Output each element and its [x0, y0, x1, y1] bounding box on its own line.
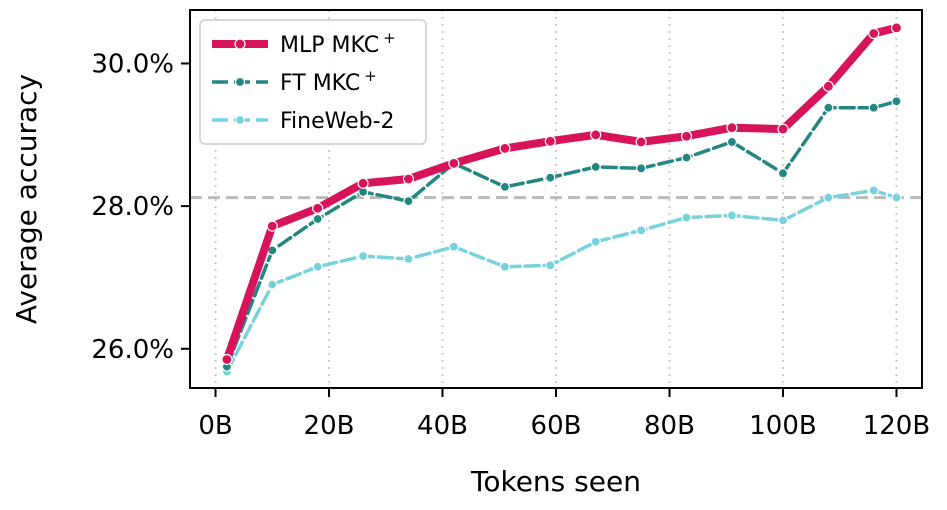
series-layer — [221, 22, 903, 377]
y-tick-label: 30.0% — [91, 49, 174, 79]
y-axis-title: Average accuracy — [10, 74, 43, 324]
data-point — [357, 177, 369, 189]
y-axis: 26.0% 28.0% 30.0% — [91, 49, 190, 365]
legend-label-name: FineWeb-2 — [280, 109, 395, 134]
legend-box — [199, 19, 427, 145]
data-point — [681, 152, 692, 163]
data-point — [266, 220, 278, 232]
legend-item-1: FT MKC + — [212, 67, 377, 96]
data-point — [590, 161, 601, 173]
data-point — [777, 215, 789, 226]
data-point — [499, 261, 511, 272]
data-point — [590, 236, 601, 247]
data-point — [590, 129, 602, 141]
series-line — [222, 23, 901, 364]
legend-swatch-marker — [234, 114, 246, 126]
data-point — [636, 225, 647, 236]
data-point — [403, 253, 414, 265]
data-point — [823, 102, 834, 113]
data-point — [891, 192, 902, 203]
data-point — [868, 102, 879, 113]
legend: MLP MKC +FT MKC +FineWeb-2 — [199, 19, 427, 145]
data-point — [402, 173, 415, 185]
data-point — [545, 260, 556, 271]
data-point — [544, 135, 556, 147]
x-tick-label: 100B — [749, 411, 816, 441]
x-tick-label: 0B — [198, 411, 232, 441]
data-point — [267, 279, 278, 290]
legend-item-0: MLP MKC + — [212, 29, 396, 58]
x-tick-label: 20B — [304, 411, 355, 441]
x-axis-title: Tokens seen — [470, 465, 641, 498]
legend-label-superscript: + — [364, 67, 377, 85]
legend-label-name: MLP MKC — [280, 33, 379, 58]
legend-label: MLP MKC + — [280, 29, 396, 58]
data-point — [822, 80, 834, 92]
series-line — [225, 188, 899, 374]
data-point — [312, 213, 323, 225]
data-point — [823, 192, 834, 203]
data-point — [680, 130, 693, 142]
data-point — [681, 212, 692, 223]
data-point — [890, 22, 903, 34]
legend-label: FT MKC + — [280, 67, 377, 96]
data-point — [312, 261, 323, 272]
x-tick-label: 120B — [863, 411, 930, 441]
data-point — [448, 157, 460, 169]
series-line — [225, 99, 899, 369]
data-point — [777, 123, 789, 135]
data-point — [777, 168, 789, 179]
data-point — [868, 185, 879, 196]
x-tick-label: 40B — [417, 411, 468, 441]
data-point — [726, 122, 738, 134]
legend-label-superscript: + — [383, 29, 396, 47]
legend-swatch-marker — [234, 38, 246, 50]
data-point — [448, 241, 459, 252]
data-point — [499, 181, 511, 192]
legend-label-name: FT MKC — [280, 71, 360, 96]
data-point — [635, 136, 647, 148]
data-point — [403, 196, 414, 207]
series-2 — [221, 185, 902, 377]
data-point — [221, 353, 233, 366]
legend-swatch-marker — [234, 76, 246, 88]
data-point — [636, 163, 647, 174]
data-point — [499, 142, 511, 154]
data-point — [545, 172, 556, 183]
legend-item-2: FineWeb-2 — [212, 109, 395, 134]
y-tick-label: 28.0% — [91, 192, 174, 222]
data-point — [726, 210, 738, 221]
legend-label: FineWeb-2 — [280, 109, 395, 134]
data-point — [868, 27, 880, 40]
data-point — [357, 250, 369, 262]
data-point — [891, 96, 902, 107]
x-tick-label: 80B — [644, 411, 695, 441]
y-tick-label: 26.0% — [91, 335, 174, 365]
data-point — [312, 202, 324, 214]
series-0 — [221, 22, 903, 366]
x-tick-label: 60B — [531, 411, 582, 441]
x-axis: 0B 20B 40B 60B 80B 100B 120B — [198, 388, 930, 441]
data-point — [726, 136, 738, 148]
